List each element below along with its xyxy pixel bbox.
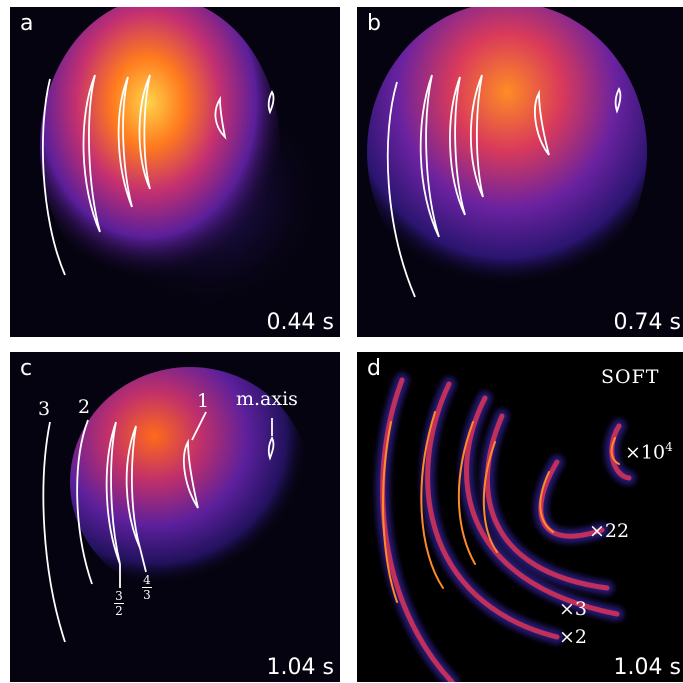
scale-factor-22: ×22 (589, 520, 630, 542)
panel-a: a 0.44 s (10, 7, 340, 337)
panel-a-label: a (20, 11, 34, 36)
panel-c-image (42, 367, 310, 643)
panel-c: c 3 2 1 m.axis 3 2 4 3 1.04 s (10, 352, 340, 682)
panel-c-contours (42, 411, 275, 643)
panel-d: d SOFT ×104 ×22 ×3 ×2 1.04 s (357, 352, 683, 682)
panel-d-image (375, 373, 636, 682)
magnetic-axis-label: m.axis (236, 388, 298, 410)
panel-d-time: 1.04 s (613, 655, 681, 680)
panel-d-synthetic-arcs (375, 373, 636, 682)
surface-label-3: 3 (38, 398, 51, 420)
panel-c-label: c (20, 356, 33, 381)
scale-factor-3: ×3 (559, 598, 588, 620)
surface-label-2: 2 (78, 396, 91, 418)
panel-b-label: b (367, 11, 381, 36)
panel-b-image (367, 7, 647, 302)
soft-label: SOFT (601, 366, 660, 388)
panel-a-image (40, 7, 330, 317)
surface-label-1: 1 (197, 390, 210, 412)
scale-factor-1e4-base: ×10 (625, 441, 666, 464)
fraction-4-3: 4 3 (142, 574, 152, 601)
fraction-3-2: 3 2 (114, 590, 124, 617)
panel-d-label: d (367, 356, 381, 381)
scale-factor-1e4: ×104 (625, 440, 673, 463)
fraction-4-3-den: 3 (143, 588, 151, 602)
fraction-bar (142, 587, 152, 588)
fraction-3-2-num: 3 (115, 589, 123, 603)
panel-b: b 0.74 s (357, 7, 683, 337)
panel-a-time: 0.44 s (266, 310, 334, 335)
fraction-3-2-den: 2 (115, 604, 123, 618)
scale-factor-2: ×2 (559, 626, 588, 648)
fraction-bar (114, 603, 124, 604)
fraction-4-3-num: 4 (143, 573, 151, 587)
scale-factor-1e4-exp: 4 (665, 440, 673, 454)
panel-b-time: 0.74 s (613, 310, 681, 335)
panel-b-contours (386, 74, 622, 298)
panel-a-contours (41, 74, 275, 276)
panel-c-time: 1.04 s (266, 655, 334, 680)
